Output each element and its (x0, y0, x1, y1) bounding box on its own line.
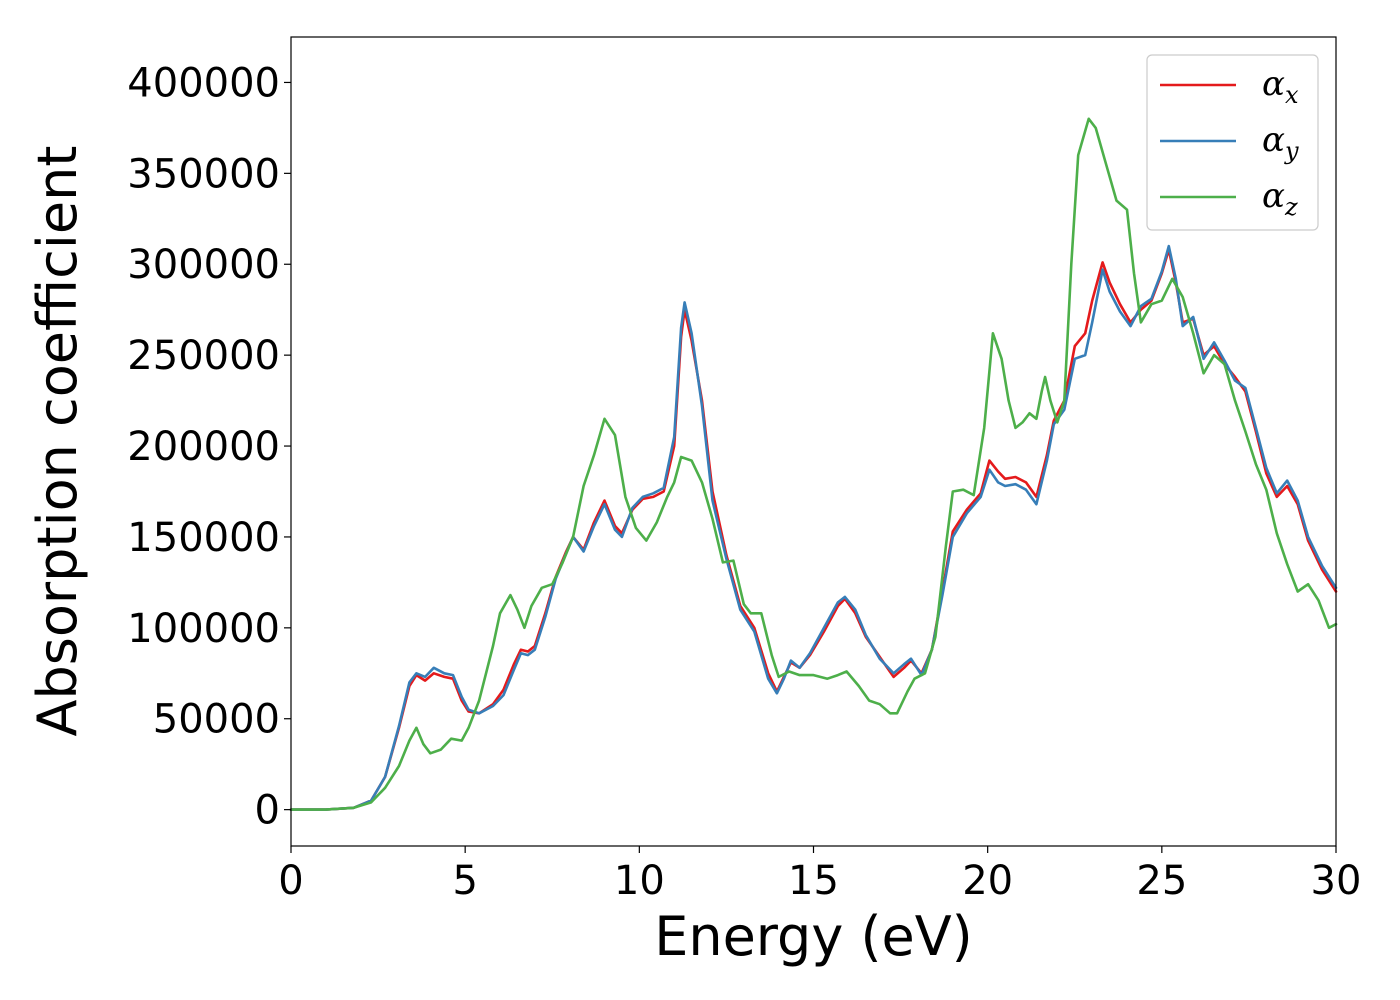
x-tick-label: 15 (788, 858, 839, 904)
x-tick-label: 30 (1311, 858, 1362, 904)
x-tick-label: 0 (278, 858, 303, 904)
x-tick-label: 5 (452, 858, 477, 904)
y-tick-label: 400000 (127, 60, 280, 106)
legend-box (1146, 54, 1319, 231)
y-axis-ticks: 0 50000 100000 150000 200000 250000 300000 3500… (127, 60, 291, 834)
y-tick-label: 0 (255, 788, 280, 834)
x-axis-ticks: 0 5 10 15 20 25 30 (278, 846, 1361, 904)
y-tick-label: 250000 (127, 333, 280, 379)
legend-label-y: αy (1262, 120, 1299, 165)
series-layer (289, 117, 1338, 811)
y-tick-label: 50000 (153, 697, 280, 743)
x-tick-label: 10 (614, 858, 665, 904)
x-tick-label: 25 (1136, 858, 1187, 904)
series-line-z (289, 117, 1338, 811)
y-tick-label: 300000 (127, 242, 280, 288)
x-tick-label: 20 (962, 858, 1013, 904)
series-line-y (289, 244, 1338, 811)
x-axis-title: Energy (eV) (654, 905, 973, 968)
y-tick-label: 100000 (127, 606, 280, 652)
y-tick-label: 200000 (127, 424, 280, 470)
y-tick-label: 150000 (127, 515, 280, 561)
y-axis-title: Absorption coefficient (26, 146, 89, 737)
y-tick-label: 350000 (127, 151, 280, 197)
